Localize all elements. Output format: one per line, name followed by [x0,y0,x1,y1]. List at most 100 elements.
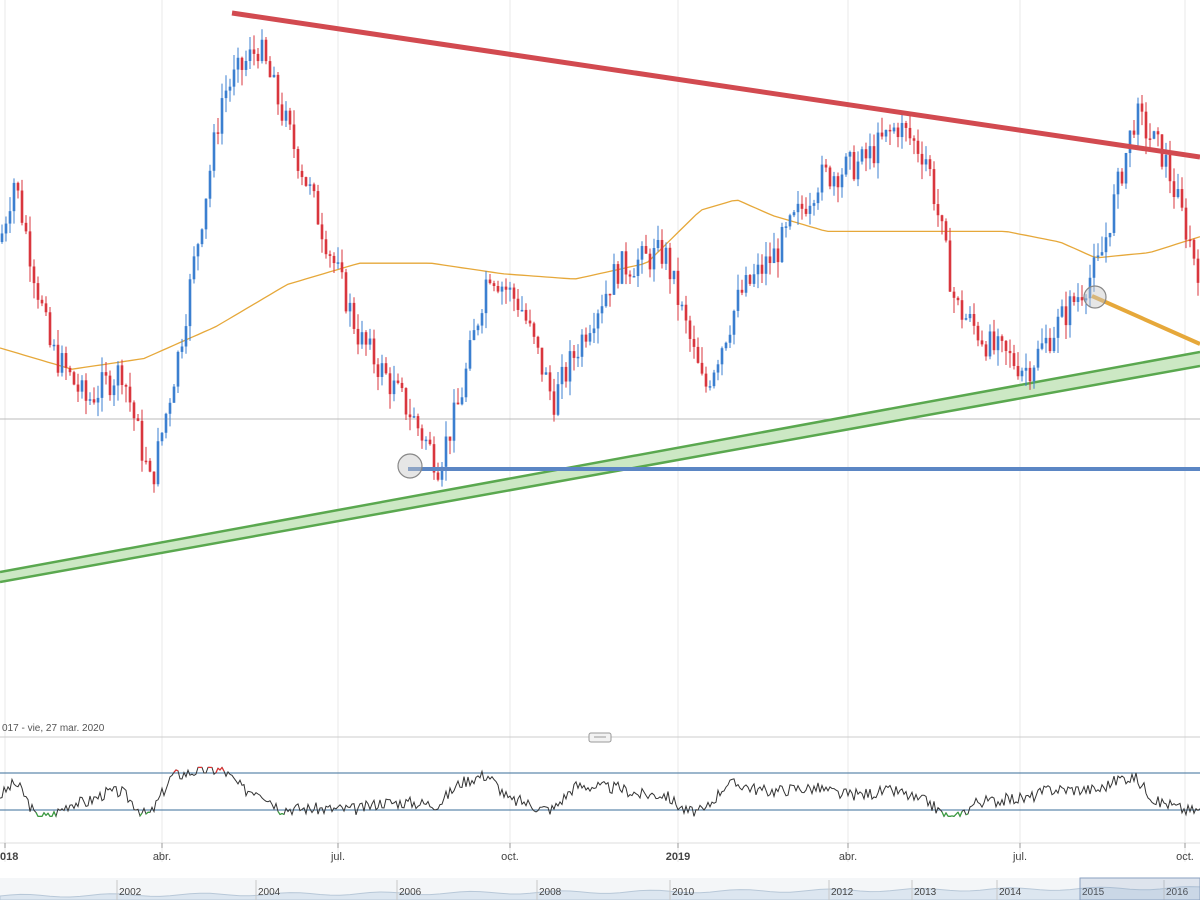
candle-down [828,167,832,187]
candle-down [372,338,376,365]
candle-down [428,439,432,445]
candle-up [848,152,852,157]
candle-down [760,264,764,274]
candle-up [200,229,204,245]
candle-down [872,146,876,164]
candle-down [256,53,260,62]
candle-up [60,353,64,373]
candle-up [844,156,848,175]
candle-down [956,297,960,301]
candle-down [1148,138,1152,140]
candle-down [908,127,912,139]
candle-down [688,320,692,339]
candle-down [800,203,804,209]
candle-down [276,74,280,105]
anchor-circle [397,453,423,479]
candle-down [64,353,68,368]
candle-up [1164,154,1168,167]
time-axis-tick-label: 2019 [666,851,690,863]
candle-down [584,334,588,342]
candle-down [388,373,392,395]
candle-up [820,164,824,193]
navigator-layer: 2002 2004 2006 2008 2010 2012 2013 2014 2015 2016 [0,877,1200,900]
candle-down [124,385,128,387]
candle-down [1144,111,1148,139]
candle-down [68,367,72,373]
candle-down [344,272,348,312]
moving-average-line [0,199,1200,370]
candle-up [1076,297,1080,302]
candle-up [1124,153,1128,184]
oscillator-oversold-segment [951,815,955,817]
candle-down [916,140,920,154]
candle-down [888,129,892,132]
candle-down [280,104,284,121]
candle-down [624,251,628,275]
oscillator-oversold-segment [949,815,953,817]
candle-down [1132,130,1136,135]
candle-up [444,436,448,467]
candle-down [448,436,452,441]
candle-up [204,198,208,230]
candle-down [416,416,420,429]
candle-up [188,279,192,327]
candle-down [1168,154,1172,182]
candle-up [476,325,480,331]
candle-down [1016,365,1020,377]
navigator-year-label: 2006 [399,887,422,898]
candle-down [536,336,540,348]
candle-up [192,256,196,280]
time-axis-tick-label: jul. [1012,851,1027,863]
candle-up [788,215,792,227]
candle-up [856,161,860,180]
oscillator-oversold-segment [35,812,39,817]
oscillator-oversold-segment [281,812,285,815]
candle-up [816,192,820,204]
candle-down [644,246,648,254]
candle-up [640,246,644,260]
candle-up [756,264,760,275]
oscillator-overbought-segment [173,769,177,773]
candle-down [352,302,356,329]
candle-up [996,336,1000,351]
candle-down [704,373,708,387]
candle-up [620,251,624,284]
candle-up [568,351,572,382]
candle-down [268,61,272,78]
oscillator-oversold-segment [941,811,945,817]
candle-up [796,203,800,213]
candle-up [656,239,660,249]
candle-up [368,338,372,345]
candle-up [1088,277,1092,299]
candle-down [72,372,76,385]
candlestick-layer [0,29,1200,493]
candle-up [1104,237,1108,253]
candle-down [28,231,32,267]
candle-down [32,266,36,284]
candle-up [88,399,92,401]
candle-up [244,60,248,70]
candle-up [560,366,564,385]
candle-up [232,69,236,87]
support-edge-upper [0,350,1200,574]
candle-up [284,110,288,121]
candle-up [360,332,364,345]
candle-up [8,211,12,224]
candle-down [532,323,536,337]
candle-down [340,262,344,273]
candle-up [968,314,972,319]
candle-down [696,346,700,363]
oscillator-oversold-segment [139,812,143,817]
candle-up [780,226,784,263]
candle-up [424,439,428,442]
oscillator-oversold-segment [959,811,963,817]
navigator-area [0,886,1200,900]
candle-up [520,309,524,312]
candle-down [1012,353,1016,366]
candle-up [592,328,596,334]
candle-up [576,356,580,359]
candle-up [272,74,276,78]
candle-down [252,49,256,54]
